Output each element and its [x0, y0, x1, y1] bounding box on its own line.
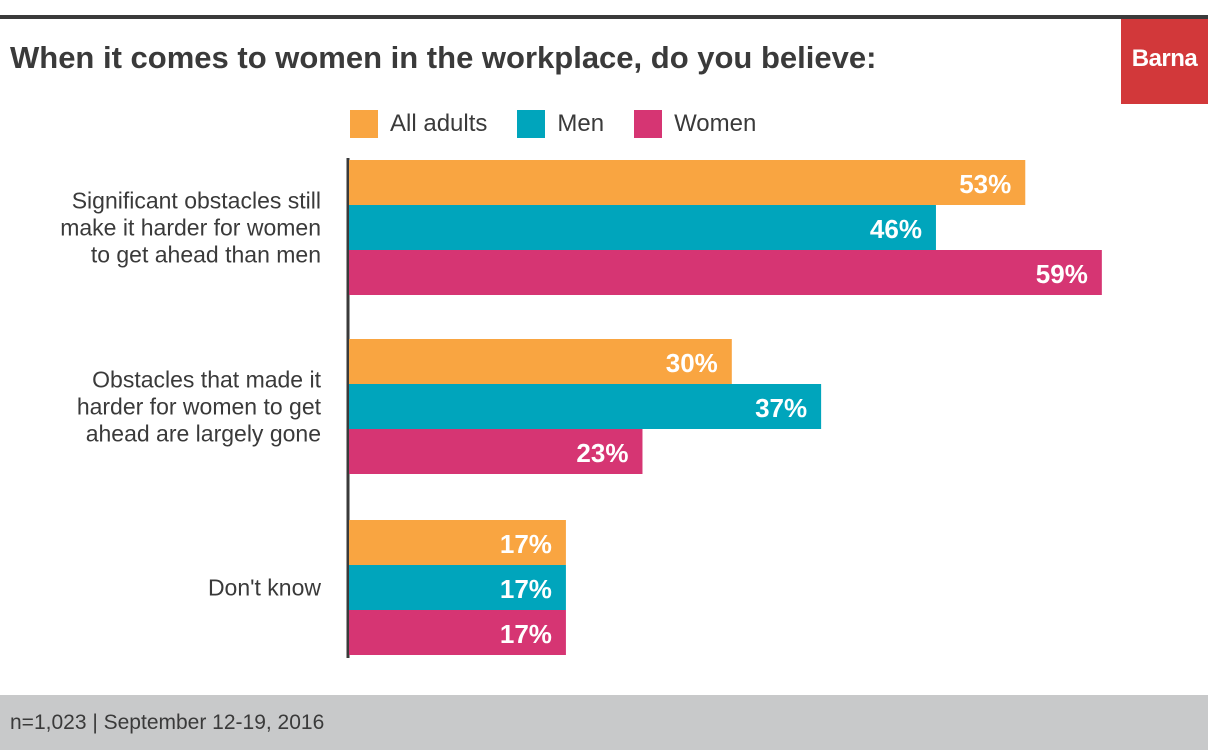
category-label: Don't know	[208, 575, 321, 601]
legend-swatch-women	[634, 110, 663, 138]
legend-label-all-adults: All adults	[390, 110, 488, 137]
legend-item-men: Men	[517, 110, 604, 138]
bar-men	[349, 565, 566, 610]
legend-swatch-men	[517, 110, 546, 138]
data-label-women: 59%	[1036, 259, 1088, 289]
data-label-all-adults: 30%	[666, 348, 718, 378]
category-label-line: Significant obstacles still	[72, 188, 321, 214]
category-label-line: harder for women to get	[77, 394, 322, 420]
data-label-men: 17%	[500, 574, 552, 604]
data-label-men: 37%	[755, 393, 807, 423]
category-label: Obstacles that made it harder for women t…	[77, 367, 322, 447]
category-label-line: Obstacles that made it	[92, 367, 321, 393]
legend-swatch-all-adults	[350, 110, 378, 138]
bar-women	[349, 429, 643, 474]
category-label: Significant obstacles still make it harde…	[60, 188, 321, 268]
category-label-line: Don't know	[208, 575, 321, 601]
data-label-women: 17%	[500, 619, 552, 649]
top-rule	[0, 15, 1208, 19]
bar-women	[349, 250, 1102, 295]
data-label-all-adults: 53%	[959, 169, 1011, 199]
category-label-line: to get ahead than men	[91, 242, 321, 268]
bar-men	[349, 384, 822, 429]
sample-note: n=1,023 | September 12-19, 2016	[10, 710, 325, 734]
barna-logo: Barna	[1121, 19, 1208, 104]
category-label-line: ahead are largely gone	[86, 421, 321, 447]
data-label-women: 23%	[576, 438, 628, 468]
category-label-line: make it harder for women	[60, 215, 321, 241]
legend-item-women: Women	[634, 110, 756, 138]
data-label-men: 46%	[870, 214, 922, 244]
bar-all-adults	[349, 160, 1026, 205]
legend-item-all-adults: All adults	[350, 110, 487, 138]
legend-label-men: Men	[557, 110, 605, 137]
bar-chart: Significant obstacles still make it harde…	[60, 158, 1102, 658]
footer-bar: n=1,023 | September 12-19, 2016	[0, 695, 1208, 750]
bar-all-adults	[349, 520, 566, 565]
bar-men	[349, 205, 936, 250]
bar-all-adults	[349, 339, 732, 384]
chart-title: When it comes to women in the workplace,…	[10, 40, 877, 75]
legend-label-women: Women	[674, 110, 757, 137]
bar-women	[349, 610, 566, 655]
chart-legend: All adults Men Women	[350, 109, 786, 139]
data-label-all-adults: 17%	[500, 529, 552, 559]
